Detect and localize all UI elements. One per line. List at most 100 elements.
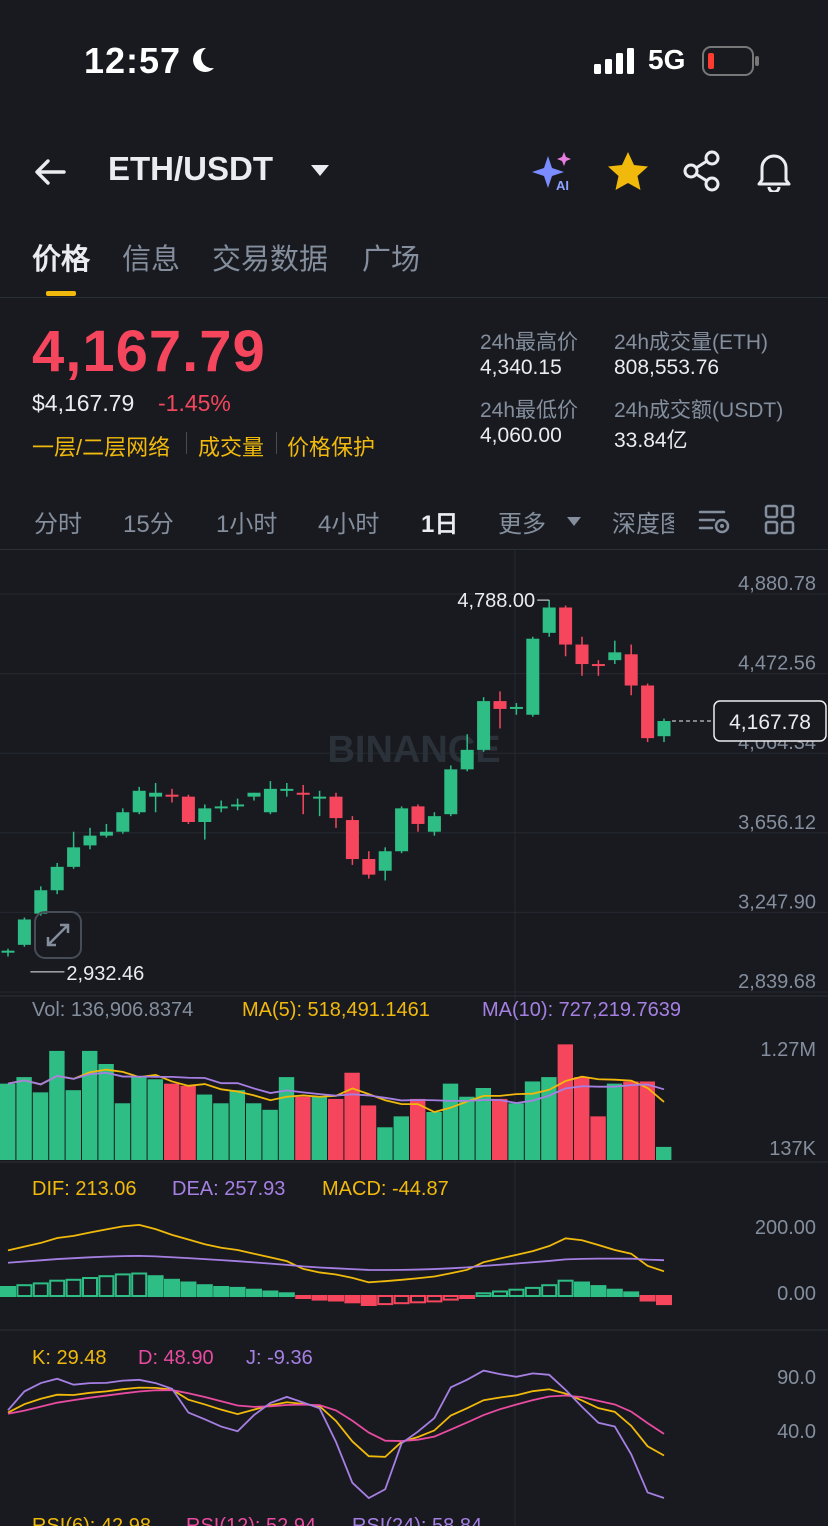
- macd-histogram-bar: [16, 1284, 33, 1298]
- watermark: BINANCE: [327, 729, 500, 771]
- volume-bar: [180, 1085, 196, 1160]
- candle-body: [116, 812, 130, 832]
- candle-body: [559, 607, 573, 645]
- interval-depth[interactable]: 深度图: [612, 511, 674, 538]
- candle-body: [214, 806, 228, 809]
- macd-histogram-bar: [508, 1288, 525, 1298]
- tab-info[interactable]: 信息: [122, 244, 181, 276]
- volume-bar: [377, 1127, 393, 1160]
- candle-body: [313, 796, 327, 799]
- volume-bar: [656, 1146, 672, 1160]
- star-icon[interactable]: [606, 150, 650, 197]
- candle-body: [542, 607, 556, 633]
- candle-body: [641, 685, 655, 739]
- back-arrow-icon[interactable]: [30, 152, 70, 197]
- macd-histogram-bar: [147, 1275, 164, 1298]
- low-value: 4,060.00: [480, 424, 562, 447]
- tag-volume[interactable]: 成交量: [198, 435, 265, 460]
- volume-bar: [32, 1092, 49, 1160]
- macd-histogram-bar: [278, 1292, 295, 1297]
- kdj-y-tick: 90.0: [777, 1367, 816, 1389]
- kdj-j-line: [7, 1369, 665, 1500]
- candle-body: [477, 701, 491, 750]
- macd-histogram-bar: [32, 1282, 49, 1298]
- tag-layer-network[interactable]: 一层/二层网络: [32, 435, 171, 460]
- macd-dif-line: [7, 1223, 665, 1284]
- last-price-box: [713, 700, 827, 742]
- vol-usdt-label: 24h成交额(USDT): [614, 399, 784, 422]
- caret-down-icon[interactable]: [566, 514, 582, 532]
- macd-histogram-bar: [262, 1290, 279, 1297]
- tab-square[interactable]: 广场: [362, 244, 421, 276]
- expand-chart-button[interactable]: [34, 911, 82, 959]
- kdj-j-label: J: -9.36: [246, 1347, 313, 1369]
- candle-body: [509, 706, 523, 709]
- interval-4h[interactable]: 4小时: [318, 511, 380, 538]
- interval-bar: 分时 15分 1小时 4小时 1日 更多 深度图: [0, 500, 828, 544]
- kdj-k-line: [7, 1386, 665, 1458]
- volume-bar: [393, 1116, 409, 1160]
- macd-histogram-bar: [410, 1295, 426, 1304]
- caret-down-icon[interactable]: [310, 164, 330, 183]
- interval-more[interactable]: 更多: [498, 511, 546, 538]
- volume-bar: [49, 1050, 65, 1160]
- macd-y-tick: 0.00: [777, 1283, 816, 1305]
- kdj-d-line: [7, 1389, 665, 1442]
- vol-eth-label: 24h成交量(ETH): [614, 331, 769, 354]
- volume-bar: [344, 1072, 360, 1160]
- macd-histogram-bar: [229, 1286, 246, 1298]
- indicator-settings-icon[interactable]: [698, 506, 732, 541]
- macd-value-label: MACD: -44.87: [322, 1178, 449, 1200]
- ai-badge: AI: [556, 178, 569, 193]
- candle-body: [149, 792, 163, 797]
- interval-1d[interactable]: 1日: [421, 511, 459, 538]
- macd-histogram-bar: [180, 1281, 197, 1297]
- network-label: 5G: [648, 44, 686, 75]
- macd-histogram-bar: [82, 1277, 98, 1297]
- interval-1h[interactable]: 1小时: [216, 511, 278, 538]
- candlestick-chart[interactable]: BINANCE 4,880.784,472.564,064.343,656.12…: [0, 550, 828, 1526]
- macd-histogram-bar: [426, 1295, 443, 1303]
- macd-histogram-bar: [574, 1281, 590, 1297]
- macd-histogram-bar: [98, 1275, 115, 1298]
- candle-body: [263, 788, 277, 813]
- grid-layout-icon[interactable]: [764, 504, 796, 541]
- signal-icon: [594, 48, 636, 79]
- volume-label: Vol: 136,906.8374: [32, 999, 193, 1021]
- last-price: 4,167.79: [32, 319, 266, 384]
- share-icon[interactable]: [682, 150, 722, 197]
- y-tick-label: 4,880.78: [738, 573, 816, 595]
- macd-histogram-bar: [295, 1295, 312, 1299]
- candle-body: [247, 792, 261, 797]
- ai-sparkle-icon[interactable]: AI: [532, 150, 580, 199]
- volume-bar: [147, 1079, 163, 1160]
- y-tick-label: 3,247.90: [738, 891, 816, 913]
- volume-bar: [557, 1044, 573, 1160]
- macd-histogram-bar: [656, 1295, 672, 1306]
- tag-price-protection[interactable]: 价格保护: [287, 435, 376, 460]
- candle-body: [493, 701, 507, 709]
- macd-histogram-bar: [0, 1286, 16, 1297]
- volume-bar: [213, 1103, 229, 1160]
- status-bar: 12:57 5G: [0, 0, 828, 120]
- volume-bar: [16, 1077, 32, 1160]
- candle-body: [99, 831, 113, 836]
- macd-histogram-bar: [475, 1292, 492, 1297]
- macd-histogram-bar: [328, 1295, 344, 1302]
- high-value: 4,340.15: [480, 356, 562, 379]
- candle-body: [526, 638, 540, 715]
- volume-bar: [229, 1090, 245, 1160]
- interval-timeline[interactable]: 分时: [34, 511, 82, 538]
- volume-bar: [311, 1096, 327, 1160]
- candle-body: [657, 721, 671, 737]
- pair-title[interactable]: ETH/USDT: [108, 150, 273, 187]
- y-tick-label: 4,472.56: [738, 653, 816, 675]
- tab-trading-data[interactable]: 交易数据: [212, 244, 329, 276]
- volume-y-tick: 1.27M: [760, 1039, 816, 1061]
- volume-bar: [475, 1088, 491, 1160]
- bell-icon[interactable]: [754, 150, 794, 197]
- interval-15m[interactable]: 15分: [123, 511, 174, 538]
- usd-price: $4,167.79: [32, 390, 135, 416]
- tab-price[interactable]: 价格: [32, 244, 91, 276]
- volume-bar: [0, 1083, 16, 1160]
